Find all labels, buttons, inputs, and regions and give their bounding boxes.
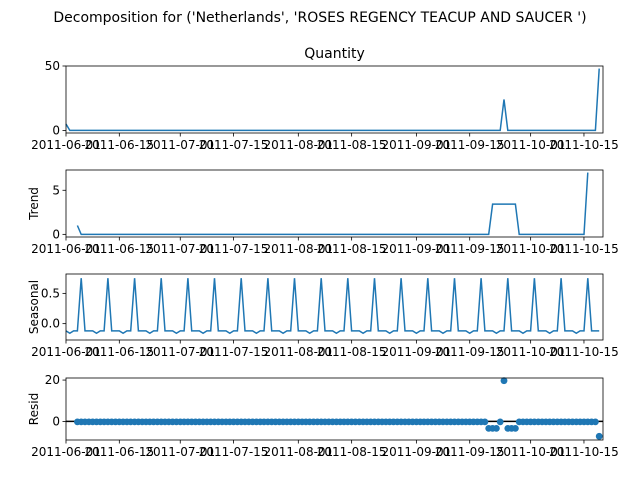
resid-point — [500, 377, 508, 385]
resid-point — [481, 418, 489, 426]
x-tick-label: 2011-09-15 — [435, 242, 505, 256]
x-tick-label: 2011-06-15 — [84, 345, 154, 359]
resid-point — [592, 418, 599, 426]
x-tick-label: 2011-07-15 — [199, 242, 269, 256]
x-tick-label: 2011-08-01 — [263, 345, 333, 359]
x-tick-label: 2011-07-01 — [145, 345, 215, 359]
panel-frame — [65, 377, 604, 441]
x-tick-label: 2011-09-01 — [382, 445, 452, 459]
resid-point — [496, 418, 504, 426]
x-tick-label: 2011-09-01 — [382, 138, 452, 152]
y-tick-label: 0 — [52, 227, 60, 241]
x-tick-label: 2011-09-15 — [435, 138, 505, 152]
series-line — [65, 68, 600, 132]
x-tick-label: 2011-06-15 — [84, 138, 154, 152]
panel-resid: 0 20 2011-06-012011-06-152011-07-012011-07… — [27, 373, 619, 459]
x-tick-label: 2011-07-15 — [199, 138, 269, 152]
panel-trend: 0 5 2011-06-012011-06-152011-07-012011-07-… — [27, 169, 619, 256]
y-tick-label: 5 — [52, 183, 60, 197]
panels: 0502011-06-012011-06-152011-07-012011-07… — [27, 46, 619, 459]
x-tick-label: 2011-10-01 — [496, 242, 566, 256]
x-tick-label: 2011-07-15 — [199, 445, 269, 459]
y-axis-label: Trend — [27, 187, 41, 221]
x-tick-label: 2011-07-15 — [199, 345, 269, 359]
x-tick-label: 2011-06-01 — [31, 138, 101, 152]
panel-seasonal: 0.00.52011-06-012011-06-152011-07-012011… — [27, 273, 619, 359]
y-tick-label: 0.0 — [41, 317, 60, 331]
x-tick-label: 2011-08-15 — [317, 345, 387, 359]
resid-point — [493, 425, 500, 432]
x-tick-label: 2011-07-01 — [145, 445, 215, 459]
panel-quantity: 0 50 2011-06-012011-06-152011-07-012011-07… — [31, 46, 619, 152]
chart-title: Decomposition for ('Netherlands', 'ROSES… — [53, 10, 586, 26]
x-tick-label: 2011-10-15 — [549, 242, 619, 256]
panel-frame — [65, 65, 604, 134]
seasonal-line — [65, 278, 600, 335]
x-tick-label: 2011-10-01 — [496, 138, 566, 152]
panel-frame — [65, 273, 604, 341]
x-tick-label: 2011-06-15 — [84, 242, 154, 256]
resid-point — [595, 432, 603, 440]
x-tick-label: 2011-10-01 — [496, 445, 566, 459]
y-tick-label: 0 — [52, 414, 60, 428]
y-tick-label: 20 — [45, 373, 60, 387]
x-tick-label: 2011-07-01 — [145, 138, 215, 152]
series-line — [76, 172, 589, 236]
x-tick-label: 2011-06-15 — [84, 445, 154, 459]
x-tick-label: 2011-10-15 — [549, 445, 619, 459]
x-tick-label: 2011-09-01 — [382, 345, 452, 359]
y-tick-label: 50 — [45, 59, 60, 73]
x-tick-label: 2011-06-01 — [31, 242, 101, 256]
x-tick-label: 2011-09-15 — [435, 445, 505, 459]
x-tick-label: 2011-06-01 — [31, 445, 101, 459]
x-tick-label: 2011-10-01 — [496, 345, 566, 359]
x-tick-label: 2011-07-01 — [145, 242, 215, 256]
panel-title: Quantity — [304, 46, 365, 62]
x-tick-label: 2011-08-15 — [317, 445, 387, 459]
x-tick-label: 2011-10-15 — [549, 345, 619, 359]
y-tick-label: 0.5 — [41, 286, 60, 300]
x-tick-label: 2011-10-15 — [549, 138, 619, 152]
x-tick-label: 2011-08-01 — [263, 445, 333, 459]
resid-point — [512, 425, 519, 432]
y-axis-label: Seasonal — [27, 280, 41, 334]
y-axis-label: Resid — [27, 393, 41, 425]
panel-frame — [65, 169, 604, 238]
x-tick-label: 2011-08-01 — [263, 242, 333, 256]
x-tick-label: 2011-06-01 — [31, 345, 101, 359]
x-tick-label: 2011-08-01 — [263, 138, 333, 152]
x-tick-label: 2011-08-15 — [317, 242, 387, 256]
x-tick-label: 2011-08-15 — [317, 138, 387, 152]
x-tick-label: 2011-09-15 — [435, 345, 505, 359]
x-tick-label: 2011-09-01 — [382, 242, 452, 256]
y-tick-label: 0 — [52, 123, 60, 137]
